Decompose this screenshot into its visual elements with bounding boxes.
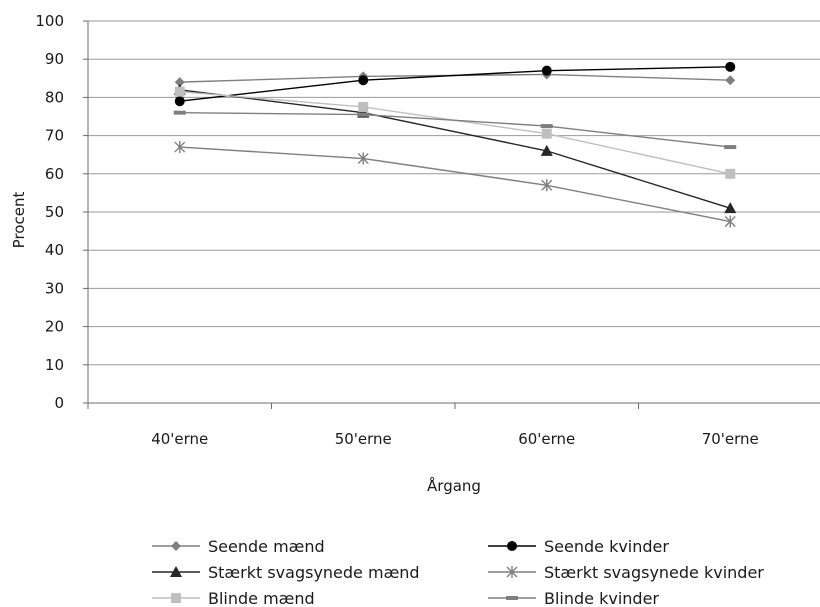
- data-point-circle: [174, 96, 185, 107]
- legend-label: Blinde kvinder: [544, 589, 659, 607]
- series-line: [179, 89, 731, 209]
- data-point-triangle: [540, 144, 553, 156]
- data-point-dash: [357, 112, 370, 117]
- gridlines: [88, 20, 820, 366]
- data-point-square: [171, 593, 181, 603]
- series-0: [174, 69, 736, 88]
- y-tick-label: 80: [45, 88, 64, 106]
- legend-label: Seende kvinder: [544, 537, 669, 556]
- y-tick-label: 60: [45, 165, 64, 183]
- series-line: [179, 146, 731, 223]
- data-point-circle: [541, 65, 552, 76]
- y-tick-label: 20: [45, 318, 64, 336]
- legend-entry: Blinde mænd: [152, 589, 315, 607]
- x-axis-title: Årgang: [427, 476, 481, 495]
- data-point-asterisk: [506, 566, 518, 578]
- series-4: [174, 86, 736, 179]
- y-tick-label: 100: [35, 12, 64, 30]
- y-axis-title: Procent: [10, 192, 28, 249]
- data-point-dash: [506, 596, 518, 600]
- data-point-diamond: [174, 77, 185, 88]
- legend-entry: Stærkt svagsynede kvinder: [488, 563, 764, 582]
- y-tick-label: 30: [45, 279, 64, 297]
- data-point-asterisk: [541, 179, 553, 192]
- data-point-square: [174, 86, 185, 97]
- axes: [83, 20, 820, 409]
- data-point-asterisk: [357, 152, 369, 165]
- series-group: [173, 61, 737, 228]
- data-point-square: [725, 168, 736, 179]
- legend: Seende mænd Seende kvinder Stærkt svagsyne…: [152, 537, 764, 607]
- data-point-triangle: [170, 566, 182, 577]
- legend-entry: Stærkt svagsynede mænd: [152, 563, 420, 582]
- series-1: [174, 61, 736, 107]
- data-point-dash: [540, 124, 553, 129]
- x-tick-label: 50'erne: [335, 430, 392, 448]
- legend-label: Stærkt svagsynede mænd: [208, 563, 420, 582]
- y-tick-labels: 0 10 20 30 40 50 60 70 80 90 100: [35, 12, 64, 412]
- y-tick-label: 70: [45, 127, 64, 145]
- x-tick-labels: 40'erne 50'erne 60'erne 70'erne: [151, 430, 759, 448]
- series-line: [179, 66, 731, 102]
- data-point-diamond: [725, 75, 736, 86]
- legend-label: Blinde mænd: [208, 589, 315, 607]
- series-5: [173, 110, 737, 150]
- legend-entry: Seende kvinder: [488, 537, 669, 556]
- series-line: [179, 111, 731, 148]
- x-tick-label: 70'erne: [702, 430, 759, 448]
- y-tick-label: 50: [45, 203, 64, 221]
- data-point-asterisk: [174, 141, 186, 154]
- data-point-circle: [507, 541, 517, 551]
- data-point-square: [541, 128, 552, 139]
- x-tick-label: 40'erne: [151, 430, 208, 448]
- data-point-dash: [724, 145, 737, 150]
- data-point-diamond: [171, 541, 181, 551]
- y-tick-label: 10: [45, 356, 64, 374]
- data-point-triangle: [724, 202, 737, 214]
- x-tick-label: 60'erne: [518, 430, 575, 448]
- data-point-circle: [725, 61, 736, 72]
- series-line: [179, 90, 731, 175]
- legend-label: Stærkt svagsynede kvinder: [544, 563, 764, 582]
- series-2: [173, 83, 737, 214]
- y-tick-label: 40: [45, 241, 64, 259]
- data-point-dash: [173, 110, 186, 115]
- y-tick-label: 90: [45, 50, 64, 68]
- legend-entry: Blinde kvinder: [488, 589, 659, 607]
- data-point-square: [358, 101, 369, 112]
- legend-label: Seende mænd: [208, 537, 325, 556]
- series-3: [174, 141, 736, 228]
- data-point-circle: [358, 75, 369, 86]
- legend-entry: Seende mænd: [152, 537, 325, 556]
- y-tick-label: 0: [54, 394, 64, 412]
- data-point-asterisk: [724, 215, 736, 228]
